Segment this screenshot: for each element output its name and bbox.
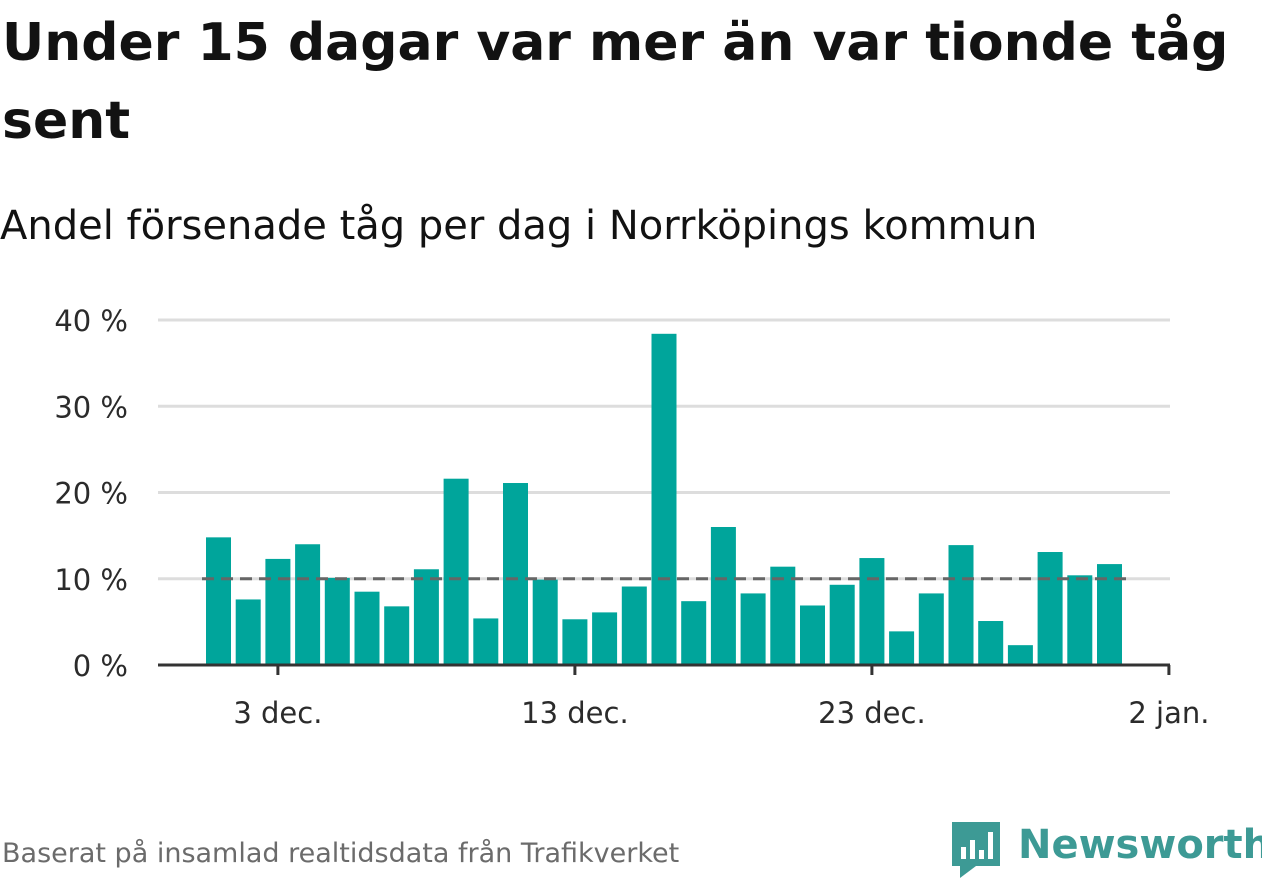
x-axis: 3 dec. 13 dec. 23 dec. 2 jan.: [158, 663, 1209, 730]
x-tick-label: 13 dec.: [521, 696, 629, 730]
bar-chart: 0 % 10 % 20 % 30 % 40 % 3 dec. 13 dec. 23 dec.…: [54, 304, 1209, 730]
y-tick-label: 20 %: [54, 477, 128, 511]
chart-title: Under 15 dagar var mer än var tionde tåg…: [2, 13, 1229, 151]
bar: [978, 621, 1004, 665]
y-axis-ticks: 0 % 10 % 20 % 30 % 40 %: [54, 304, 128, 683]
y-tick-label: 30 %: [54, 390, 128, 424]
bar: [473, 618, 499, 665]
source-note: Baserat på insamlad realtidsdata från Tr…: [2, 838, 680, 869]
x-tick-label: 23 dec.: [818, 696, 926, 730]
bar: [532, 579, 558, 665]
x-tick-label: 2 jan.: [1128, 696, 1209, 730]
bar: [206, 537, 231, 665]
bar: [859, 558, 885, 665]
bars: [206, 333, 1122, 665]
bar: [621, 586, 647, 665]
bar: [948, 545, 974, 665]
bar: [443, 478, 469, 665]
logo-text: Newsworthy: [1018, 822, 1262, 868]
bar: [503, 483, 528, 665]
x-tick-label: 3 dec.: [233, 696, 322, 730]
chart-subtitle: Andel försenade tåg per dag i Norrköping…: [0, 203, 1038, 249]
y-tick-label: 0 %: [73, 649, 128, 683]
bar: [770, 566, 796, 665]
bar: [295, 544, 321, 665]
bar: [681, 601, 707, 665]
bar: [800, 605, 825, 665]
bar: [1097, 564, 1122, 665]
bar: [740, 593, 766, 665]
bar: [829, 584, 855, 665]
bar: [235, 599, 261, 665]
bar: [592, 612, 618, 665]
bar: [1067, 575, 1093, 665]
bar: [651, 333, 677, 665]
bar: [562, 619, 588, 665]
bar: [918, 593, 944, 665]
bar: [889, 631, 915, 665]
bar: [354, 591, 380, 665]
chart-speech-bubble-icon: [952, 822, 1000, 878]
bar: [1037, 552, 1063, 665]
bar: [265, 558, 291, 665]
bar: [710, 527, 736, 665]
bar: [1007, 645, 1033, 665]
y-tick-label: 10 %: [54, 563, 128, 597]
bar: [413, 569, 439, 665]
y-tick-label: 40 %: [54, 304, 128, 338]
bar: [384, 606, 410, 665]
bar: [324, 577, 350, 665]
